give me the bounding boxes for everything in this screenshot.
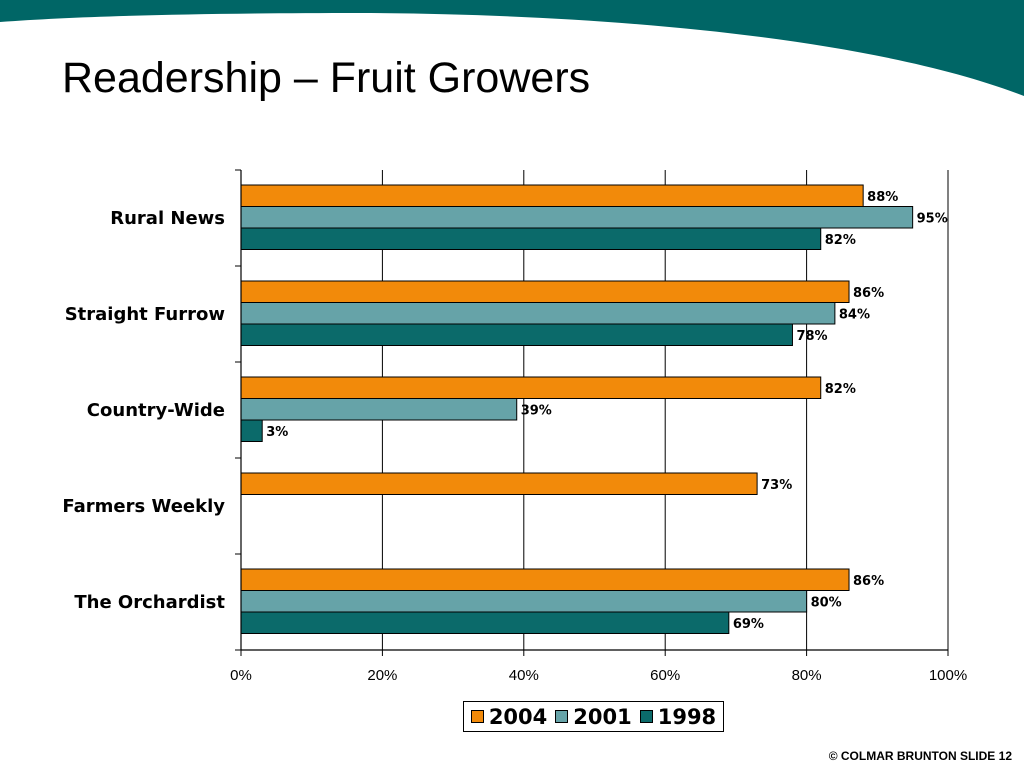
data-label: 95% [917,211,948,226]
bar [240,227,822,250]
legend-item-2001: 2001 [555,704,632,729]
bars [240,184,914,634]
data-label: 73% [761,478,792,493]
bar [240,568,850,591]
x-tick-label: 20% [367,667,397,684]
legend-label: 1998 [657,704,717,729]
data-label: 86% [853,574,884,589]
legend-label: 2001 [573,704,632,729]
data-label: 3% [266,425,288,440]
category-label: Country-Wide [87,400,225,421]
x-tick-label: 100% [929,667,967,684]
x-tick-label: 60% [650,667,680,684]
legend-swatch-2001 [555,710,569,723]
category-label: Rural News [110,208,225,229]
bar [240,611,730,634]
axes [235,169,949,656]
data-label: 80% [811,595,842,610]
slide-footer: © COLMAR BRUNTON SLIDE 12 [828,749,1012,763]
data-label: 88% [867,190,898,205]
data-label: 78% [796,329,827,344]
header-swoosh [0,0,1024,96]
chart-legend: 2004 2001 1998 [463,701,724,732]
bar [240,398,518,421]
bar [240,376,822,399]
bar [240,184,864,207]
x-tick-label: 40% [509,667,539,684]
legend-item-1998: 1998 [639,704,717,729]
data-label: 39% [521,403,552,418]
data-label: 82% [825,382,856,397]
category-label: Straight Furrow [65,304,225,325]
legend-item-2004: 2004 [470,704,548,729]
data-label: 84% [839,307,870,322]
bar [240,302,836,325]
category-label: Farmers Weekly [62,496,225,517]
data-label: 69% [733,617,764,632]
data-label: 86% [853,286,884,301]
bar [240,590,808,613]
legend-label: 2004 [488,704,548,729]
bar [240,472,758,495]
data-label: 82% [825,233,856,248]
bar [240,206,914,229]
labels: 0% 20% 40% 60% 80% 100% 88% 95% 82% Rural News 86%… [62,190,967,684]
slide-title: Readership – Fruit Growers [62,54,591,102]
x-tick-label: 80% [792,667,822,684]
bar [240,280,850,303]
bar [240,419,263,442]
legend-swatch-1998 [639,710,653,723]
bar [240,323,793,346]
category-label: The Orchardist [74,592,225,613]
legend-swatch-2004 [470,710,484,723]
x-tick-label: 0% [230,667,252,684]
